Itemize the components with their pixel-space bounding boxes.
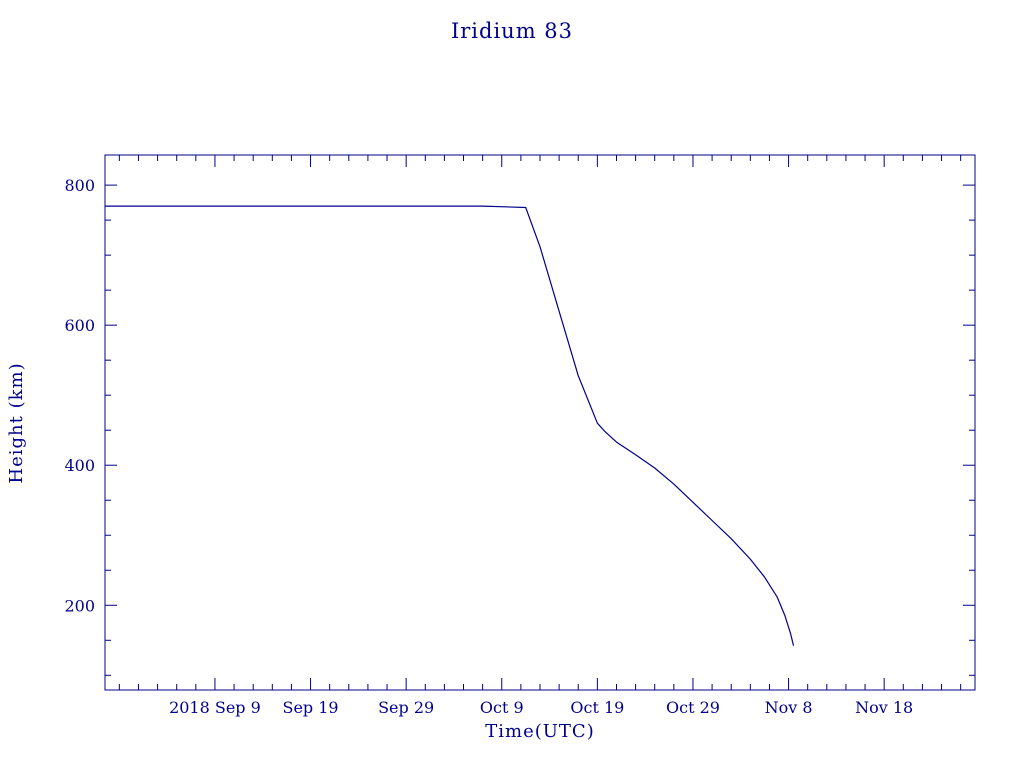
x-tick-label: Nov 18 bbox=[855, 698, 913, 717]
x-tick-label: Nov 8 bbox=[765, 698, 813, 717]
y-tick-label: 600 bbox=[64, 316, 95, 335]
series-line bbox=[104, 205, 795, 646]
y-tick-label: 400 bbox=[64, 456, 95, 475]
x-axis-label: Time(UTC) bbox=[485, 721, 594, 742]
chart-title: Iridium 83 bbox=[451, 19, 573, 43]
x-tick-label: Oct 29 bbox=[666, 698, 720, 717]
tick-labels: 2018 Sep 9 Sep 19 Sep 29 Oct 9 Oct 19 Oct 29 N… bbox=[64, 176, 913, 717]
y-axis-label: Height (km) bbox=[6, 362, 27, 483]
axis-frame bbox=[104, 154, 976, 691]
x-tick-label: Oct 9 bbox=[480, 698, 524, 717]
x-tick-label: Oct 19 bbox=[570, 698, 624, 717]
axis-ticks bbox=[105, 155, 975, 690]
x-tick-label: 2018 Sep 9 bbox=[169, 698, 261, 717]
height-curve bbox=[104, 205, 795, 646]
x-tick-label: Sep 29 bbox=[378, 698, 434, 717]
x-tick-label: Sep 19 bbox=[282, 698, 338, 717]
y-tick-label: 200 bbox=[64, 596, 95, 615]
y-tick-label: 800 bbox=[64, 176, 95, 195]
